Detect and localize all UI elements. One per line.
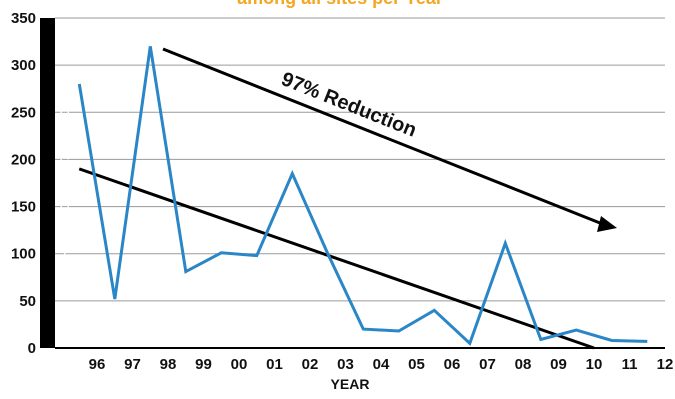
x-tick-label: 03 (337, 356, 354, 373)
x-tick-label: 07 (479, 356, 496, 373)
x-tick-label: 09 (550, 356, 567, 373)
y-tick-labels: 0 50 100 150 200 250 300 350 (11, 10, 36, 357)
y-axis-title: HOURS OVER STANDARD (58, 107, 72, 258)
x-tick-label: 98 (160, 356, 177, 373)
y-tick-label: 50 (19, 293, 36, 310)
y-tick-label: 300 (11, 57, 36, 74)
y-axis-bar (40, 18, 55, 348)
y-tick-label: 0 (28, 340, 36, 357)
x-tick-label: 06 (444, 356, 461, 373)
chart-title: among all sites per Year (237, 0, 443, 8)
x-tick-label: 96 (89, 356, 106, 373)
x-tick-label: 02 (302, 356, 319, 373)
x-tick-label: 99 (195, 356, 212, 373)
x-tick-label: 04 (373, 356, 390, 373)
y-tick-label: 100 (11, 246, 36, 263)
x-tick-label: 00 (231, 356, 248, 373)
x-axis-title: YEAR (331, 376, 370, 392)
x-tick-labels: 96 97 98 99 00 01 02 03 04 05 06 07 08 09 10 11 12 (89, 356, 674, 373)
y-tick-label: 350 (11, 10, 36, 27)
trendline-group (78, 167, 595, 350)
x-tick-label: 97 (124, 356, 141, 373)
x-tick-label: 05 (408, 356, 425, 373)
y-tick-label: 250 (11, 104, 36, 121)
x-tick-label: 08 (515, 356, 532, 373)
reduction-annotation: 97% Reduction (278, 68, 419, 141)
annotation-group: 97% Reduction (162, 47, 617, 232)
x-tick-label: 11 (622, 356, 638, 373)
reduction-arrow-line (162, 47, 606, 227)
x-tick-label: 12 (657, 356, 674, 373)
gridlines (55, 17, 665, 302)
x-tick-label: 10 (586, 356, 603, 373)
y-tick-label: 150 (11, 199, 36, 216)
y-tick-label: 200 (11, 151, 36, 168)
reduction-arrow-head (597, 216, 617, 232)
trendline (78, 167, 595, 350)
series-group (77, 46, 648, 346)
series-line (77, 46, 648, 346)
x-tick-label: 01 (266, 356, 283, 373)
